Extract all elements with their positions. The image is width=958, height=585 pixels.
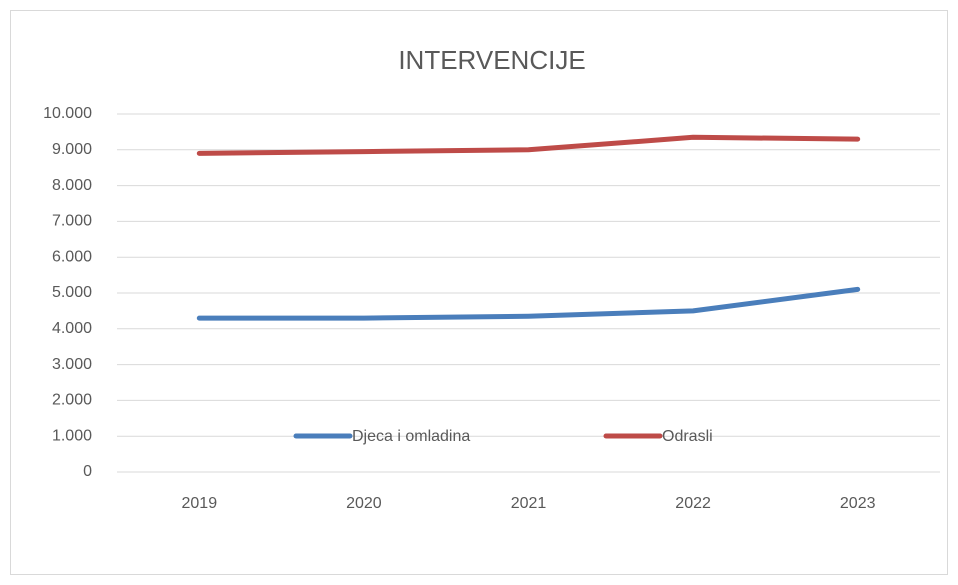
y-tick-label: 5.000 <box>52 284 92 301</box>
x-tick-label: 2022 <box>675 495 711 512</box>
series-line <box>196 134 861 156</box>
y-tick-label: 4.000 <box>52 320 92 337</box>
y-tick-label: 8.000 <box>52 177 92 194</box>
series-line <box>196 286 861 321</box>
y-tick-label: 0 <box>83 463 92 480</box>
x-tick-label: 2020 <box>346 495 382 512</box>
y-tick-label: 1.000 <box>52 427 92 444</box>
y-tick-label: 3.000 <box>52 356 92 373</box>
legend-label: Odrasli <box>662 428 713 445</box>
y-tick-label: 10.000 <box>43 105 92 122</box>
x-tick-label: 2021 <box>511 495 547 512</box>
chart-title: INTERVENCIJE <box>398 45 585 75</box>
y-tick-label: 6.000 <box>52 248 92 265</box>
x-tick-label: 2019 <box>182 495 218 512</box>
y-tick-label: 9.000 <box>52 141 92 158</box>
x-tick-label: 2023 <box>840 495 876 512</box>
y-tick-label: 7.000 <box>52 213 92 230</box>
y-tick-label: 2.000 <box>52 392 92 409</box>
legend-label: Djeca i omladina <box>352 428 470 445</box>
